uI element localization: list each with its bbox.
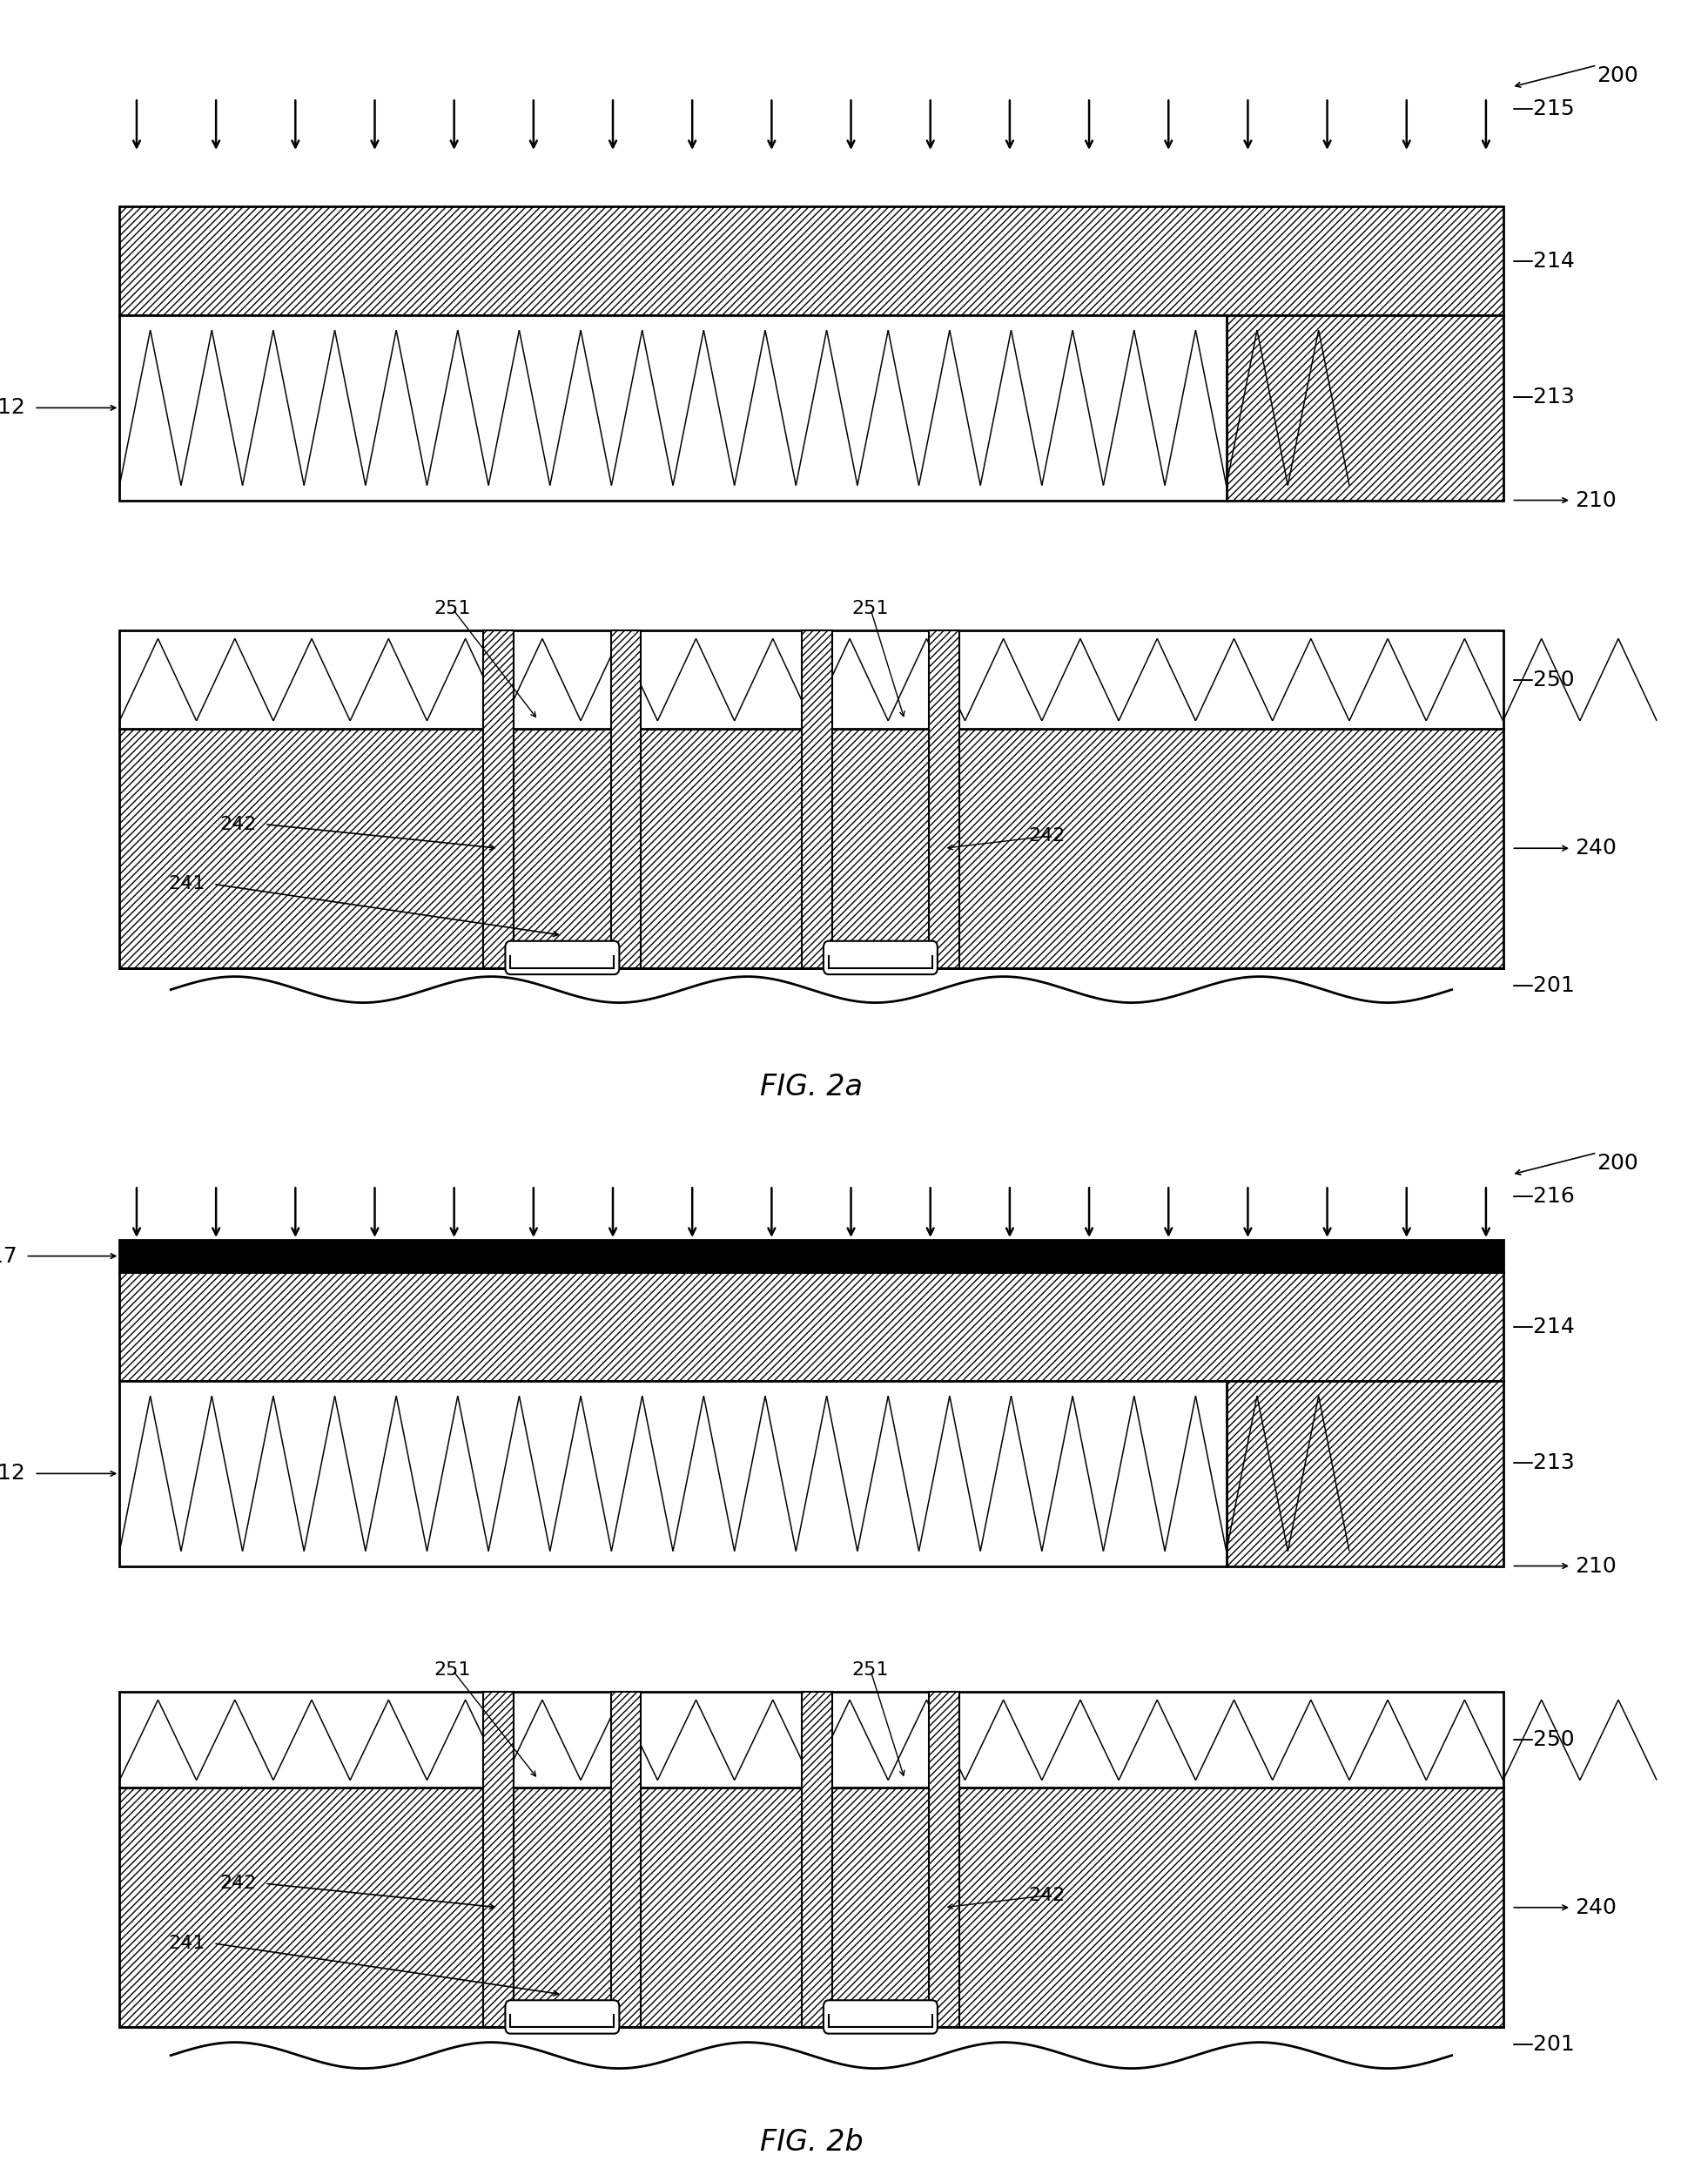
Text: 241: 241 (167, 1934, 205, 1953)
Text: 200: 200 (1597, 1153, 1638, 1174)
Bar (611, 631, 640, 968)
Bar (828, 959, 933, 968)
Text: 242: 242 (219, 816, 256, 833)
Bar (120, 1692, 1503, 1788)
Text: 200: 200 (1597, 65, 1638, 87)
Text: —250: —250 (1512, 1729, 1575, 1751)
Text: —213: —213 (1512, 1453, 1575, 1472)
Bar (120, 1272, 1503, 1381)
Text: —201: —201 (1512, 974, 1575, 996)
Text: 217: 217 (0, 1246, 17, 1266)
Text: —250: —250 (1512, 670, 1575, 689)
Text: 242: 242 (1028, 826, 1066, 846)
Bar (120, 315, 1226, 500)
FancyBboxPatch shape (823, 942, 938, 974)
Bar (120, 729, 1503, 968)
Text: 241: 241 (167, 874, 205, 894)
Text: 210: 210 (1575, 489, 1616, 511)
Bar (511, 959, 615, 968)
Text: 251: 251 (434, 600, 471, 618)
Text: —201: —201 (1512, 2034, 1575, 2055)
Bar (483, 631, 514, 968)
Text: —214: —214 (1512, 1316, 1575, 1338)
Bar (828, 2008, 933, 2027)
Text: —215: —215 (1512, 98, 1575, 120)
Bar (120, 1240, 1503, 1272)
Bar (511, 948, 615, 968)
Bar (483, 1692, 514, 2027)
Text: 210: 210 (1575, 1555, 1616, 1577)
Text: 251: 251 (852, 600, 890, 618)
Bar (801, 631, 832, 968)
Bar (511, 2008, 615, 2027)
Bar (120, 631, 1503, 729)
Text: 251: 251 (434, 1662, 471, 1679)
Text: FIG. 2a: FIG. 2a (760, 1072, 863, 1103)
Bar (120, 1788, 1503, 2027)
Text: 212: 212 (0, 1464, 26, 1483)
Bar (828, 2018, 933, 2027)
FancyBboxPatch shape (506, 942, 620, 974)
Bar (511, 2018, 615, 2027)
Bar (929, 631, 960, 968)
Text: 212: 212 (0, 398, 26, 418)
Bar (120, 1381, 1226, 1566)
Bar (828, 948, 933, 968)
FancyBboxPatch shape (506, 2001, 620, 2034)
Text: 242: 242 (219, 1875, 256, 1892)
Bar (1226, 1381, 1503, 1566)
Text: FIG. 2b: FIG. 2b (760, 2127, 863, 2158)
Text: —214: —214 (1512, 250, 1575, 272)
Bar (929, 1692, 960, 2027)
Text: 251: 251 (852, 1662, 890, 1679)
Bar (801, 1692, 832, 2027)
Text: 240: 240 (1575, 1897, 1616, 1918)
FancyBboxPatch shape (823, 2001, 938, 2034)
Text: 242: 242 (1028, 1886, 1066, 1905)
Bar (611, 1692, 640, 2027)
Text: —216: —216 (1512, 1185, 1575, 1207)
Text: 240: 240 (1575, 837, 1616, 859)
Text: —213: —213 (1512, 387, 1575, 407)
Bar (1226, 315, 1503, 500)
Bar (120, 207, 1503, 315)
